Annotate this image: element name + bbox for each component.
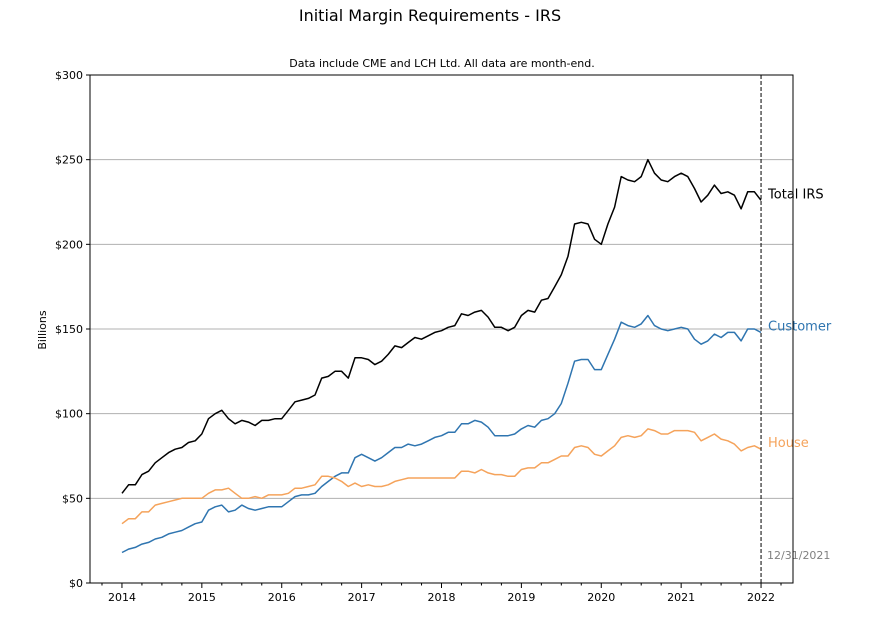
y-tick-label: $0 [69, 577, 83, 590]
y-tick-label: $50 [62, 492, 83, 505]
marker-date-label: 12/31/2021 [767, 549, 830, 562]
series-label: Customer [768, 319, 832, 334]
y-tick-label: $300 [55, 69, 83, 82]
y-tick-label: $250 [55, 154, 83, 167]
chart-title: Initial Margin Requirements - IRS [299, 6, 561, 25]
y-tick-label: $200 [55, 238, 83, 251]
x-tick-label: 2017 [348, 591, 376, 604]
x-tick-label: 2022 [747, 591, 775, 604]
x-tick-label: 2021 [667, 591, 695, 604]
x-tick-label: 2019 [507, 591, 535, 604]
x-tick-label: 2014 [108, 591, 136, 604]
y-axis-label: Billions [36, 310, 49, 349]
x-tick-label: 2016 [268, 591, 296, 604]
series-label: House [768, 436, 809, 451]
x-tick-label: 2018 [428, 591, 456, 604]
series-lines [121, 158, 762, 554]
chart-subtitle: Data include CME and LCH Ltd. All data a… [289, 57, 595, 70]
series-label: Total IRS [767, 187, 824, 202]
series-labels: Total IRS Customer House [767, 187, 832, 451]
series-line [121, 314, 762, 554]
series-line [121, 428, 762, 525]
x-tick-label: 2020 [587, 591, 615, 604]
gridlines [90, 159, 793, 499]
y-tick-label: $100 [55, 408, 83, 421]
axes-frame [89, 74, 794, 584]
x-axis-ticks: 2014 2015 2016 2017 2018 2019 2020 2021 2022 [101, 583, 782, 604]
y-tick-label: $150 [55, 323, 83, 336]
x-tick-label: 2015 [188, 591, 216, 604]
y-axis-ticks: $0 $50 $100 $150 $200 $250 $300 [55, 69, 90, 590]
series-line [121, 158, 762, 494]
date-marker: 12/31/2021 [760, 75, 830, 583]
